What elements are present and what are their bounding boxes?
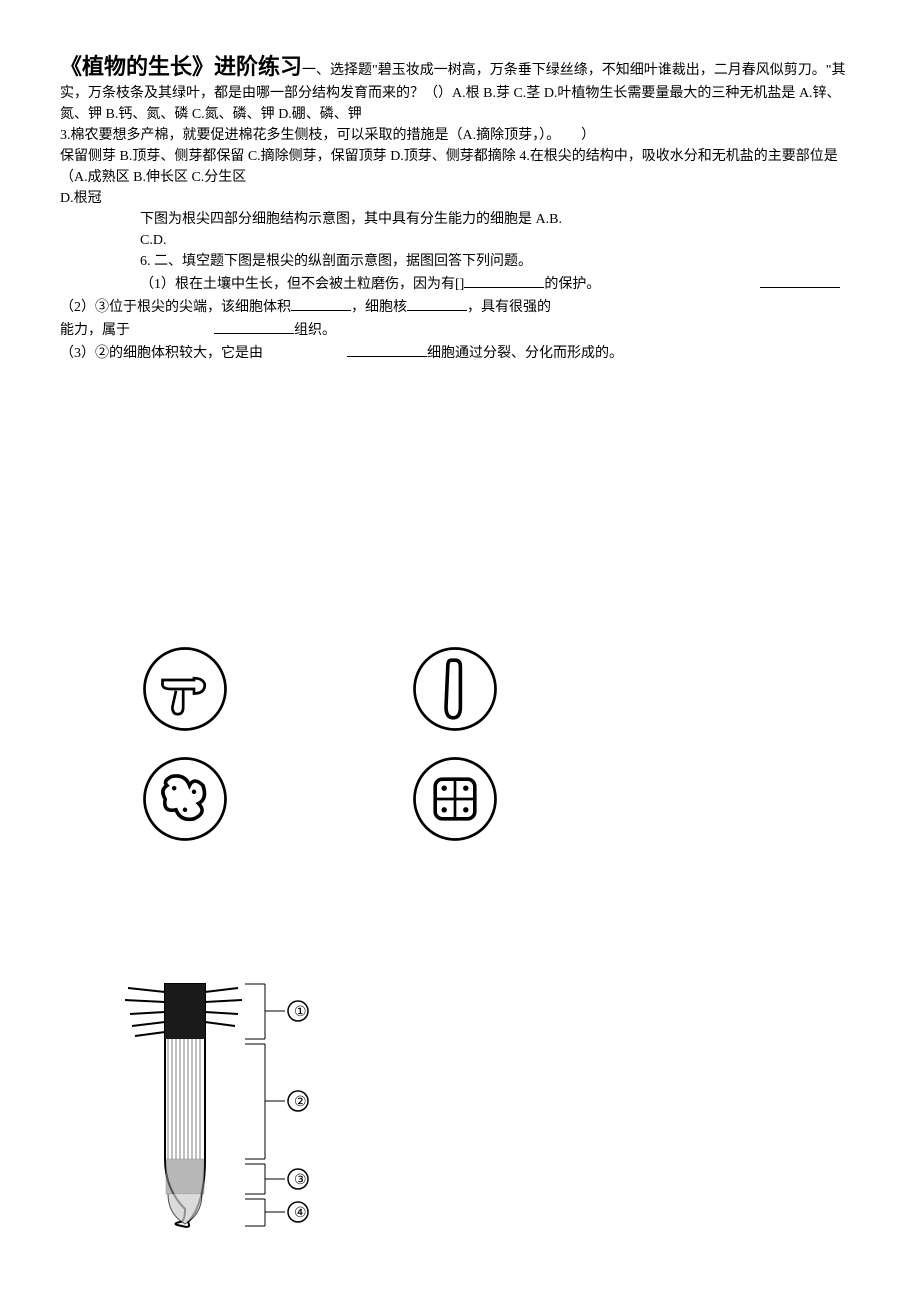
q6-2-text: （2）③位于根尖的尖端，该细胞体积 [60,300,291,315]
q3-line1: 3.棉农要想多产棉，就要促进棉花多生侧枝，可以采取的措施是（A.摘除顶芽，）。 … [60,125,860,146]
document-container: 《植物的生长》进阶练习一、选择题"碧玉妆成一树高，万条垂下绿丝绦，不知细叶谁裁出… [60,50,860,1252]
root-label-2: ② [294,1095,307,1110]
q6-2-tail: ，具有很强的 [467,300,551,315]
q1-option-d: D.叶 [544,86,572,101]
q4-label: 4. [519,149,530,164]
q6-text: 下图是根尖的纵剖面示意图，据图回答下列问题。 [224,254,532,269]
cell-diagrams [140,644,860,844]
main-title: 《植物的生长》进阶练习 [60,54,302,79]
q6-sub2-line2: 能力，属于 组织。 [60,318,860,341]
cell-diagram-b [410,644,500,734]
q3-tail: ）。 ） [539,128,595,143]
q3-label: 3. [60,128,71,143]
q4-option-d: D.根冠 [60,191,102,206]
blank-right [760,272,840,288]
q3-line2: 保留侧芽 B.顶芽、侧芽都保留 C.摘除侧芽，保留顶芽 D.顶芽、侧芽都摘除 4… [60,146,860,188]
q6-2-mid: ，细胞核 [351,300,407,315]
cell-col-right [410,644,500,844]
q4-option-a: A.成熟区 [74,170,130,185]
q6-sub3: （3）②的细胞体积较大，它是由 细胞通过分裂、分化而形成的。 [60,341,860,364]
q6-3-text: （3）②的细胞体积较大，它是由 [60,346,263,361]
cell-diagram-a [140,644,230,734]
cell-diagram-d [410,754,500,844]
q2-text: 植物生长需要量最大的三种无机盐是 [571,86,795,101]
q2-option-b: B.钙、氮、磷 [106,107,189,122]
q1-option-c: C.茎 [513,86,540,101]
blank-2b [407,295,467,311]
q6-label: 6. [140,254,151,269]
q3-option-d: D.顶芽、侧芽都摘除 [390,149,516,164]
q2-option-d: D.硼、磷、钾 [278,107,362,122]
q3-option-c: C.摘除侧芽，保留顶芽 [248,149,387,164]
blank-1 [464,272,544,288]
q5-text: 下图为根尖四部分细胞结构示意图，其中具有分生能力的细胞是 [140,212,532,227]
q4-line2: D.根冠 [60,188,860,209]
q1-option-b: B.芽 [483,86,510,101]
q6-1-tail: 的保护。 [544,277,600,292]
q3-option-a: A.摘除顶芽， [463,128,540,143]
q6-sub2-line1: （2）③位于根尖的尖端，该细胞体积 ，细胞核 ，具有很强的 [60,295,860,318]
q6-2-line2a: 能力，属于 [60,323,130,338]
cell-diagram-c [140,754,230,844]
section1-label: 一、选择题 [302,63,372,78]
q5-ab: A.B. [536,212,562,227]
q4-option-b: B.伸长区 [133,170,188,185]
root-label-4: ④ [294,1206,307,1221]
root-label-3: ③ [294,1173,307,1188]
section2-label: 二、填空题 [154,254,224,269]
root-tip-diagram: ① ② ③ ④ [110,964,860,1252]
q1-option-a: A.根 [452,86,480,101]
q6-2-line2b: 组织。 [294,323,336,338]
q6-3-tail: 细胞通过分裂、分化而形成的。 [427,346,623,361]
header-line: 《植物的生长》进阶练习一、选择题"碧玉妆成一树高，万条垂下绿丝绦，不知细叶谁裁出… [60,50,860,125]
root-label-1: ① [294,1005,307,1020]
q4-option-c: C.分生区 [191,170,246,185]
q2-option-c: C.氮、磷、钾 [192,107,275,122]
blank-2a [291,295,351,311]
q5-line1: 下图为根尖四部分细胞结构示意图，其中具有分生能力的细胞是 A.B. [60,209,860,230]
q6-sub1: （1）根在土壤中生长，但不会被土粒磨伤，因为有[] 的保护。 [60,272,860,295]
blank-2c [214,318,294,334]
root-svg: ① ② ③ ④ [110,964,350,1244]
blank-3 [347,341,427,357]
cell-col-left [140,644,230,844]
q6-1-text: （1）根在土壤中生长，但不会被土粒磨伤，因为有[] [140,277,464,292]
q3-line2-text: 保留侧芽 [60,149,116,164]
q5-line2: C.D. [60,230,860,251]
q5-cd: C.D. [140,233,166,248]
q3-text: 棉农要想多产棉，就要促进棉花多生侧枝，可以采取的措施是（ [71,128,463,143]
q6-header: 6. 二、填空题下图是根尖的纵剖面示意图，据图回答下列问题。 [60,251,860,272]
q3-option-b: B.顶芽、侧芽都保留 [120,149,245,164]
